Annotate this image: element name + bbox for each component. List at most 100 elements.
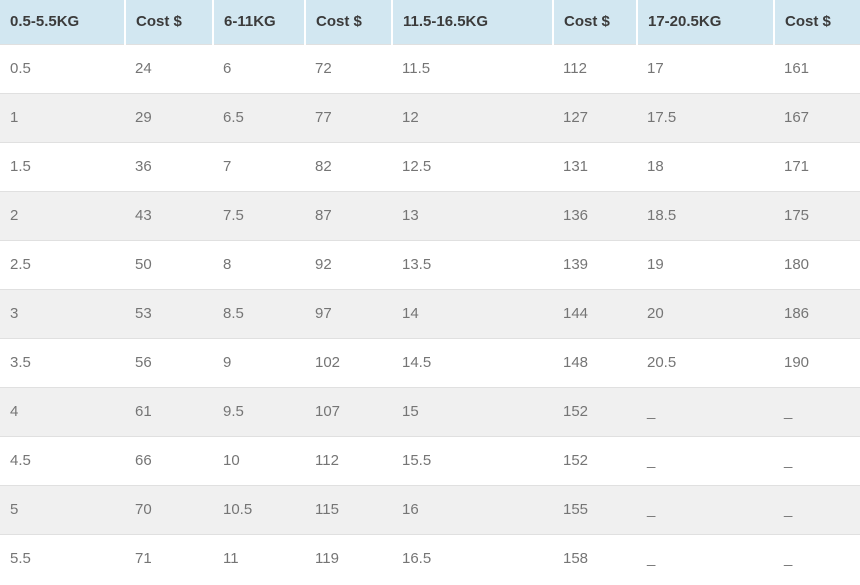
table-cell: 3.5 [0,337,125,387]
table-cell: 15.5 [392,435,553,485]
table-cell: _ [774,386,860,436]
table-cell: 136 [553,190,637,240]
table-cell: 6.5 [213,92,305,142]
table-cell: 13 [392,190,553,240]
table-cell: 152 [553,435,637,485]
table-cell: 102 [305,337,392,387]
pricing-table-body: 0.5 24 6 72 11.5 112 17 161 1 29 6.5 77 12 127 17.5 167… [0,43,860,583]
table-cell: 8.5 [213,288,305,338]
table-cell: 186 [774,288,860,338]
table-cell: 4.5 [0,435,125,485]
table-cell: 13.5 [392,239,553,289]
table-cell: 12.5 [392,141,553,191]
table-cell: 61 [125,386,213,436]
table-cell: _ [637,435,774,485]
table-cell: 10.5 [213,484,305,534]
table-cell: 139 [553,239,637,289]
column-header: 6-11KG [212,0,305,44]
table-cell: 107 [305,386,392,436]
table-row: 1.5 36 7 82 12.5 131 18 171 [0,141,860,191]
table-cell: 6 [213,43,305,93]
table-cell: 5.5 [0,533,125,583]
table-cell: _ [774,533,860,583]
table-cell: 12 [392,92,553,142]
table-cell: 16.5 [392,533,553,583]
table-cell: 7.5 [213,190,305,240]
table-row: 2.5 50 8 92 13.5 139 19 180 [0,239,860,289]
table-cell: 155 [553,484,637,534]
table-cell: 97 [305,288,392,338]
table-row: 4 61 9.5 107 15 152 _ _ [0,386,860,436]
table-cell: 87 [305,190,392,240]
table-cell: 36 [125,141,213,191]
table-cell: 10 [213,435,305,485]
table-row: 3 53 8.5 97 14 144 20 186 [0,288,860,338]
column-header: 11.5-16.5KG [391,0,553,44]
table-cell: _ [774,435,860,485]
table-cell: 53 [125,288,213,338]
table-cell: 20 [637,288,774,338]
table-row: 1 29 6.5 77 12 127 17.5 167 [0,92,860,142]
table-cell: 9.5 [213,386,305,436]
pricing-table-head: 0.5-5.5KG Cost $6-11KG Cost $11.5-16.5KG Co… [0,0,860,44]
table-cell: 112 [553,43,637,93]
table-cell: 2 [0,190,125,240]
table-cell: 77 [305,92,392,142]
table-cell: 72 [305,43,392,93]
table-cell: 15 [392,386,553,436]
table-cell: 71 [125,533,213,583]
column-header: Cost $ [304,0,392,44]
table-cell: 19 [637,239,774,289]
table-cell: 158 [553,533,637,583]
table-cell: 3 [0,288,125,338]
table-header-row: 0.5-5.5KG Cost $6-11KG Cost $11.5-16.5KG Co… [0,0,860,44]
table-cell: 66 [125,435,213,485]
table-cell: 9 [213,337,305,387]
table-cell: 112 [305,435,392,485]
table-cell: _ [637,484,774,534]
table-cell: 18.5 [637,190,774,240]
table-cell: 190 [774,337,860,387]
table-cell: 7 [213,141,305,191]
table-cell: _ [637,533,774,583]
table-cell: 167 [774,92,860,142]
table-row: 0.5 24 6 72 11.5 112 17 161 [0,43,860,93]
table-cell: 1 [0,92,125,142]
table-cell: 14.5 [392,337,553,387]
table-cell: 152 [553,386,637,436]
table-cell: 11 [213,533,305,583]
table-row: 3.5 56 9 102 14.5 148 20.5 190 [0,337,860,387]
table-cell: 18 [637,141,774,191]
table-cell: 24 [125,43,213,93]
column-header: Cost $ [773,0,860,44]
table-cell: 56 [125,337,213,387]
table-cell: 17 [637,43,774,93]
table-cell: 1.5 [0,141,125,191]
table-cell: 131 [553,141,637,191]
column-header: Cost $ [552,0,637,44]
table-row: 5 70 10.5 115 16 155 _ _ [0,484,860,534]
table-cell: 119 [305,533,392,583]
table-cell: 16 [392,484,553,534]
table-cell: 8 [213,239,305,289]
table-cell: 43 [125,190,213,240]
table-cell: 17.5 [637,92,774,142]
column-header: 0.5-5.5KG [0,0,125,44]
table-row: 5.5 71 11 119 16.5 158 _ _ [0,533,860,583]
table-cell: 92 [305,239,392,289]
table-cell: 82 [305,141,392,191]
table-cell: 5 [0,484,125,534]
table-cell: 50 [125,239,213,289]
table-cell: 171 [774,141,860,191]
table-cell: 127 [553,92,637,142]
table-cell: _ [637,386,774,436]
table-cell: 2.5 [0,239,125,289]
table-cell: 29 [125,92,213,142]
table-cell: 11.5 [392,43,553,93]
table-cell: 14 [392,288,553,338]
table-cell: 0.5 [0,43,125,93]
column-header: Cost $ [124,0,213,44]
table-cell: 20.5 [637,337,774,387]
table-cell: 70 [125,484,213,534]
